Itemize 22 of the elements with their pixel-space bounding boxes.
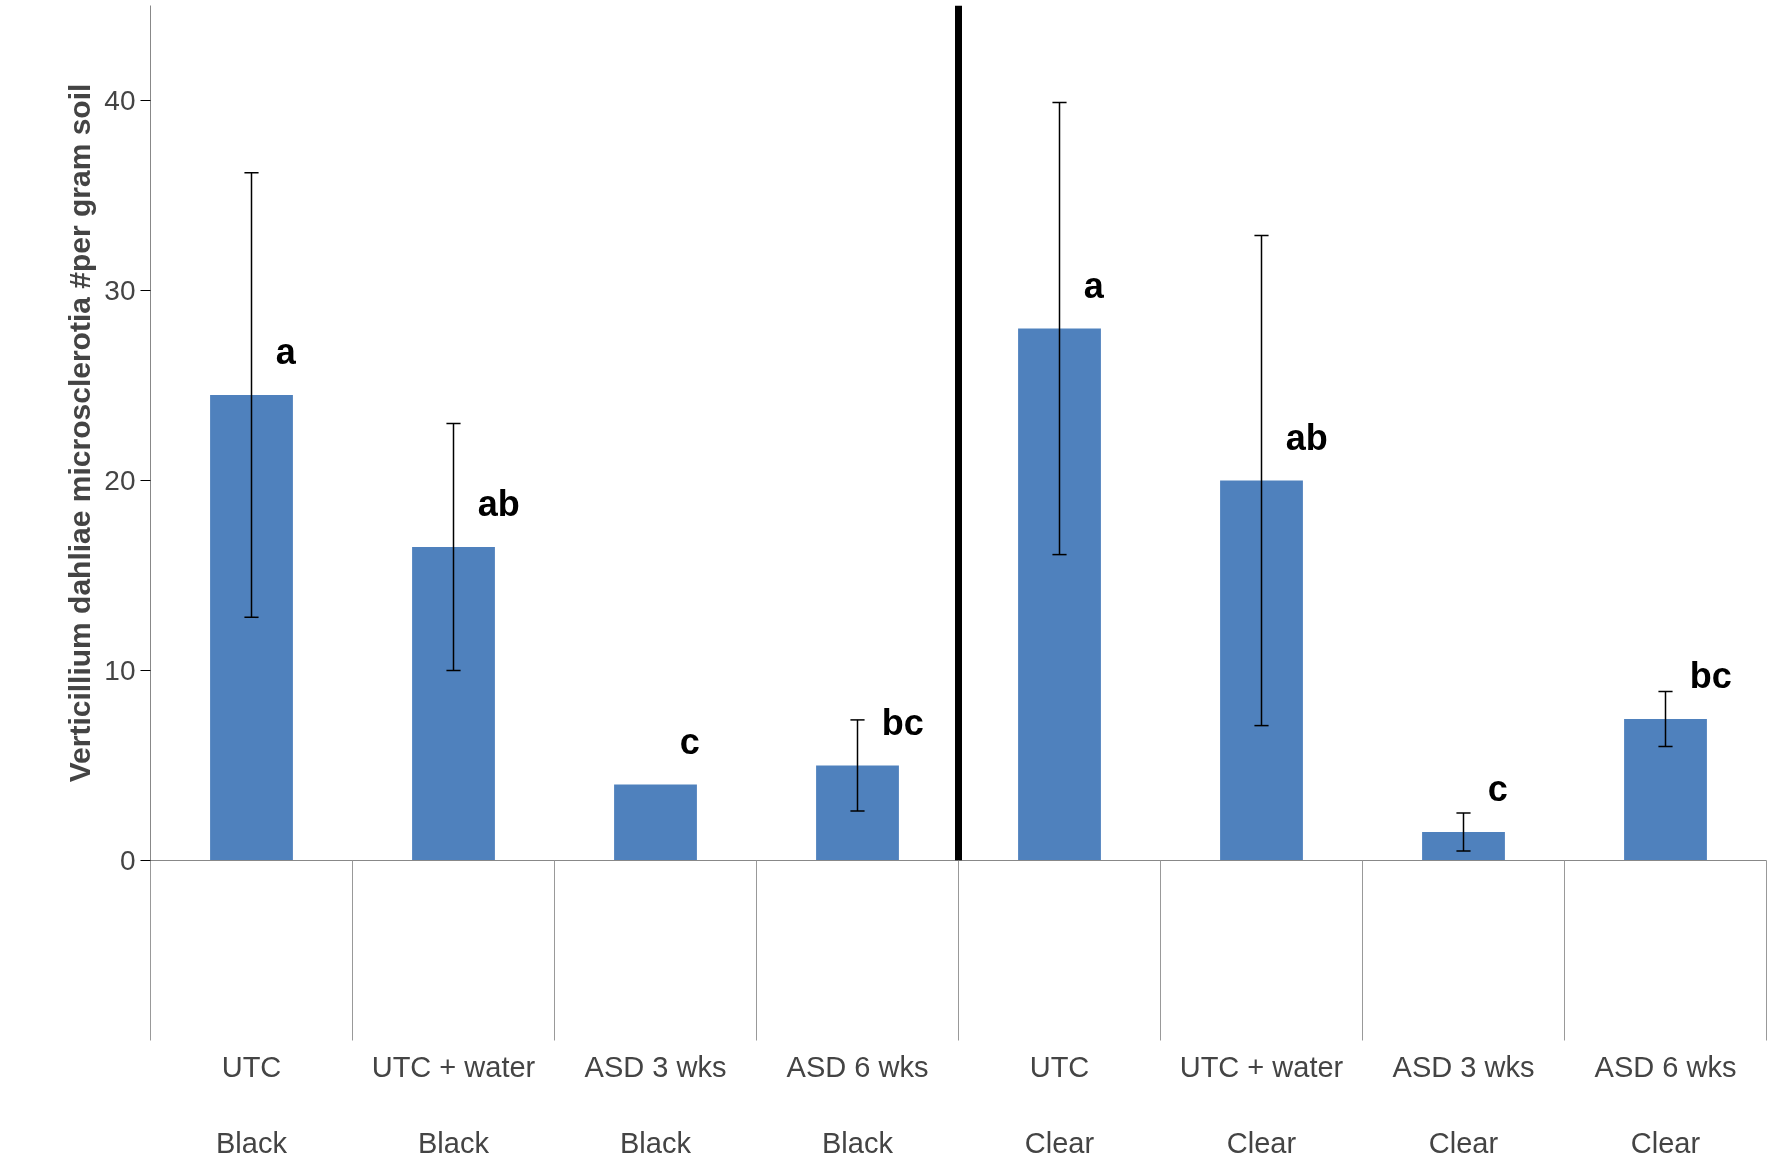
- category-label: ASD 3 wks Black: [584, 1050, 727, 1160]
- category-label: UTC + water Black: [371, 1050, 536, 1160]
- data-label: c: [679, 720, 700, 762]
- y-tick-label: 30: [104, 275, 136, 306]
- category-label: ASD 6 wks Clear: [1594, 1050, 1737, 1160]
- data-label: a: [275, 331, 297, 373]
- data-label: c: [1487, 768, 1508, 810]
- data-label: a: [1083, 264, 1105, 306]
- data-label: ab: [477, 483, 520, 525]
- category-label: UTC Clear: [1024, 1050, 1095, 1160]
- y-tick-label: 40: [104, 85, 136, 116]
- data-label: bc: [881, 701, 924, 743]
- data-label: ab: [1285, 416, 1328, 458]
- category-label: UTC + water Clear: [1179, 1050, 1344, 1160]
- y-tick-label: 10: [104, 655, 136, 686]
- data-label: bc: [1689, 655, 1732, 697]
- y-axis-title: Verticillium dahliae microsclerotia #per gram soil: [63, 83, 97, 783]
- category-label: ASD 3 wks Clear: [1392, 1050, 1535, 1160]
- y-tick-label: 0: [119, 845, 136, 876]
- category-label: UTC Black: [216, 1050, 287, 1160]
- category-label: ASD 6 wks Black: [786, 1050, 929, 1160]
- y-tick-label: 20: [104, 465, 136, 496]
